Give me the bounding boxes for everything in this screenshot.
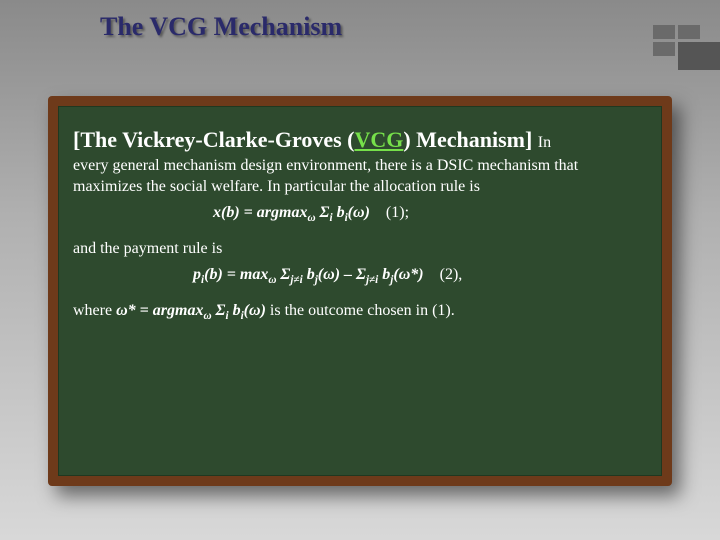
- payment-rule: pi(b) = maxω Σj≠i bj(ω) – Σj≠i bj(ω*)(2)…: [73, 264, 647, 288]
- eq1-argmax: argmax: [257, 204, 308, 221]
- deco-block-big: [678, 42, 720, 70]
- eq2-tag: (2),: [440, 266, 463, 283]
- theorem-title: [The Vickrey-Clarke-Groves (VCG) Mechani…: [73, 127, 538, 152]
- eq1-omega: (ω): [348, 204, 370, 221]
- eq2-sumidx2: j≠i: [366, 274, 378, 286]
- eq2-sum1: Σ: [276, 266, 290, 283]
- eq1-tag: (1);: [386, 204, 409, 221]
- header-bar: The VCG Mechanism: [0, 0, 720, 70]
- eq2-bj2: b: [378, 266, 390, 283]
- deco-block-small-2: [678, 25, 700, 39]
- theorem-suffix: ) Mechanism]: [403, 127, 532, 152]
- body3-sum: Σ: [212, 302, 226, 319]
- theorem-block: [The Vickrey-Clarke-Groves (VCG) Mechani…: [73, 125, 647, 198]
- body3-pre: where: [73, 302, 116, 319]
- deco-block-small-1: [653, 25, 675, 39]
- eq2-max: (b) = max: [204, 266, 268, 283]
- slide-title: The VCG Mechanism: [100, 12, 342, 42]
- allocation-rule: x(b) = argmaxω Σi bi(ω)(1);: [73, 202, 647, 226]
- body3-post: is the outcome chosen in (1).: [266, 302, 455, 319]
- eq2-p: p: [193, 266, 201, 283]
- eq2-o2: (ω*): [393, 266, 423, 283]
- theorem-body3: where ω* = argmaxω Σi bi(ω) is the outco…: [73, 300, 647, 324]
- corner-decoration: [653, 25, 720, 70]
- theorem-body2: and the payment rule is: [73, 238, 647, 260]
- eq1-b: b: [333, 204, 345, 221]
- body3-w: ω* = argmax: [116, 302, 203, 319]
- eq2-o1: (ω) – Σ: [318, 266, 366, 283]
- body3-o: (ω): [244, 302, 266, 319]
- chalkboard-frame: [The Vickrey-Clarke-Groves (VCG) Mechani…: [48, 96, 672, 486]
- eq2-bj1: b: [303, 266, 315, 283]
- deco-block-small-3: [653, 42, 675, 56]
- eq1-sub: ω: [307, 212, 315, 224]
- eq1-sum: Σ: [316, 204, 330, 221]
- theorem-accent: VCG: [354, 127, 403, 152]
- body3-sub: ω: [203, 310, 211, 322]
- body3-bi: b: [229, 302, 241, 319]
- theorem-body1: every general mechanism design environme…: [73, 155, 647, 198]
- eq2-sumidx1: j≠i: [290, 274, 302, 286]
- chalkboard: [The Vickrey-Clarke-Groves (VCG) Mechani…: [58, 106, 662, 476]
- theorem-lead: In: [538, 134, 551, 151]
- eq1-lhs: x(b) =: [213, 204, 257, 221]
- theorem-prefix: [The Vickrey-Clarke-Groves (: [73, 127, 354, 152]
